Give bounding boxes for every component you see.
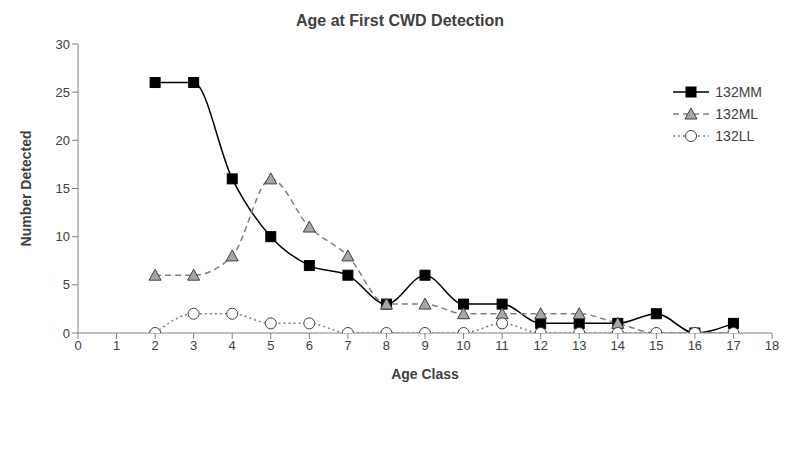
svg-text:12: 12 (533, 338, 547, 353)
svg-text:25: 25 (56, 85, 70, 100)
svg-text:0: 0 (63, 326, 70, 341)
svg-text:15: 15 (56, 181, 70, 196)
svg-text:7: 7 (344, 338, 351, 353)
svg-text:9: 9 (421, 338, 428, 353)
svg-text:1: 1 (113, 338, 120, 353)
svg-text:15: 15 (649, 338, 663, 353)
svg-text:5: 5 (63, 277, 70, 292)
svg-text:6: 6 (306, 338, 313, 353)
svg-text:18: 18 (765, 338, 779, 353)
svg-text:2: 2 (151, 338, 158, 353)
svg-text:4: 4 (229, 338, 236, 353)
svg-text:30: 30 (56, 37, 70, 52)
html-text:132MM: 132MM (715, 84, 762, 100)
html-text:Age at First CWD Detection: Age at First CWD Detection (296, 12, 504, 29)
svg-text:13: 13 (572, 338, 586, 353)
svg-text:5: 5 (267, 338, 274, 353)
svg-text:3: 3 (190, 338, 197, 353)
svg-text:11: 11 (495, 338, 509, 353)
svg-text:8: 8 (383, 338, 390, 353)
svg-text:10: 10 (56, 229, 70, 244)
svg-text:14: 14 (611, 338, 625, 353)
svg-text:0: 0 (74, 338, 81, 353)
svg-text:20: 20 (56, 133, 70, 148)
svg-text:Age Class: Age Class (391, 366, 459, 382)
html-text:132ML: 132ML (715, 106, 759, 122)
svg-text:16: 16 (688, 338, 702, 353)
svg-text:17: 17 (726, 338, 740, 353)
svg-text:10: 10 (456, 338, 470, 353)
svg-text:Number Detected: Number Detected (18, 131, 34, 247)
html-text:132LL: 132LL (715, 128, 755, 144)
